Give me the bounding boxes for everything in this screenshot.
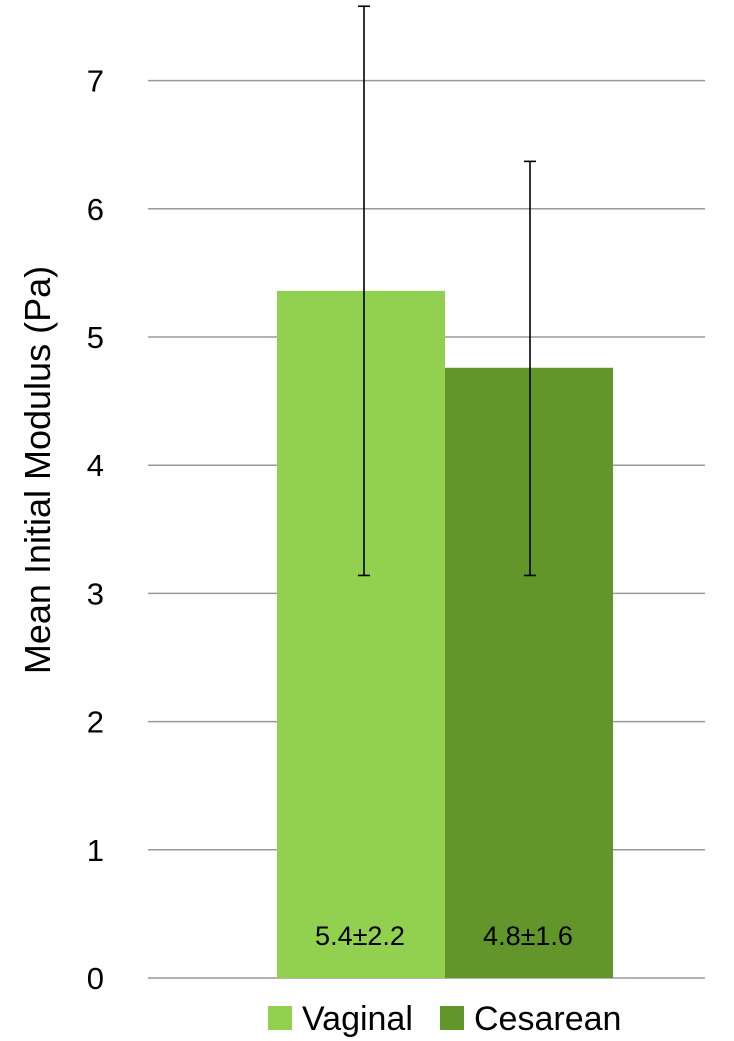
data-labels: 5.4±2.2 4.8±1.6 [315, 921, 573, 951]
y-axis-ticks: 0 1 2 3 4 5 6 7 [87, 64, 104, 996]
bar-vaginal [277, 290, 445, 978]
y-tick-label: 7 [87, 64, 104, 99]
legend-label-cesarean: Cesarean [474, 1000, 621, 1038]
y-tick-label: 4 [87, 448, 104, 483]
legend-swatch-vaginal [268, 1006, 292, 1030]
y-axis-label: Mean Initial Modulus (Pa) [17, 266, 58, 674]
y-tick-label: 2 [87, 705, 104, 740]
error-bar-cesarean [524, 160, 536, 577]
error-bar-vaginal [358, 5, 370, 577]
legend-swatch-cesarean [440, 1006, 464, 1030]
data-label-vaginal: 5.4±2.2 [315, 921, 405, 951]
error-bars [358, 5, 536, 577]
y-tick-label: 3 [87, 576, 104, 611]
bar-cesarean [445, 367, 613, 978]
y-tick-label: 5 [87, 320, 104, 355]
data-label-cesarean: 4.8±1.6 [483, 921, 573, 951]
y-tick-label: 0 [87, 961, 104, 996]
legend: Vaginal Cesarean [268, 1000, 621, 1038]
y-tick-label: 1 [87, 833, 104, 868]
bars [277, 290, 613, 978]
legend-label-vaginal: Vaginal [302, 1000, 413, 1038]
y-tick-label: 6 [87, 192, 104, 227]
